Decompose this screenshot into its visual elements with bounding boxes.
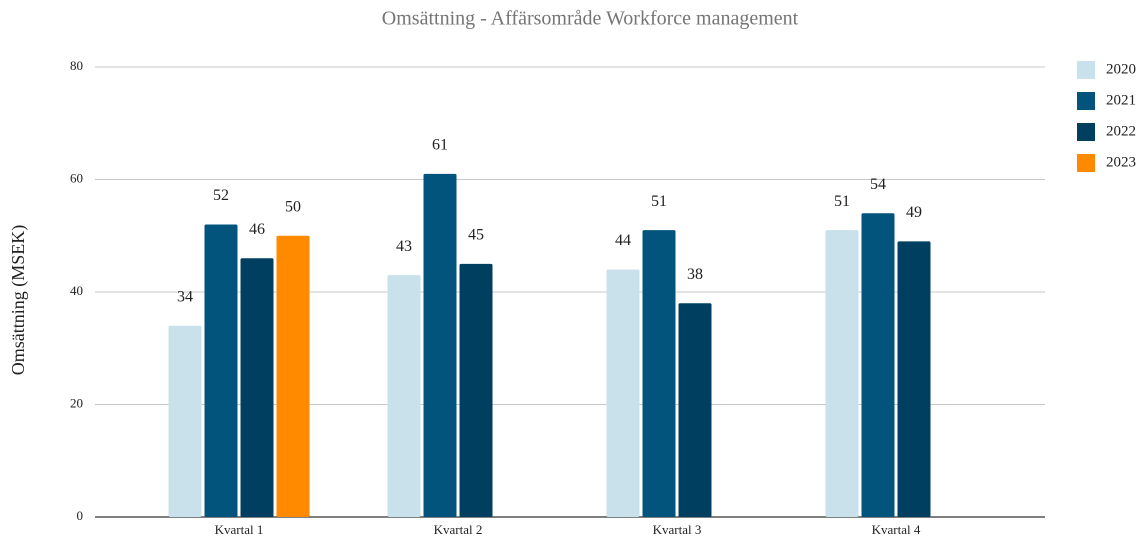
- y-tick-label: 20: [70, 395, 83, 410]
- legend-swatch: [1077, 154, 1095, 172]
- value-label: 45: [468, 227, 484, 244]
- bar: [459, 263, 493, 517]
- bar: [423, 173, 457, 517]
- legend-label: 2020: [1106, 61, 1136, 77]
- value-label: 49: [906, 204, 922, 221]
- bar: [387, 275, 421, 517]
- legend-swatch: [1077, 92, 1095, 110]
- bar: [678, 303, 712, 517]
- x-tick-label: Kvartal 2: [434, 522, 483, 537]
- value-label: 51: [651, 193, 667, 210]
- value-label: 43: [396, 238, 412, 255]
- legend-swatch: [1077, 123, 1095, 141]
- value-label: 52: [213, 187, 229, 204]
- value-label: 50: [285, 198, 301, 215]
- bar: [240, 258, 274, 517]
- x-tick-label: Kvartal 1: [215, 522, 264, 537]
- y-tick-label: 40: [70, 283, 83, 298]
- chart-title: Omsättning - Affärsområde Workforce mana…: [382, 8, 799, 30]
- value-label: 34: [177, 288, 193, 305]
- y-tick-label: 80: [70, 58, 83, 73]
- bar: [204, 224, 238, 517]
- value-label: 38: [687, 266, 703, 283]
- y-tick-label: 60: [70, 170, 83, 185]
- x-tick-label: Kvartal 3: [653, 522, 702, 537]
- value-label: 54: [870, 176, 886, 193]
- x-tick-label: Kvartal 4: [872, 522, 921, 537]
- legend-swatch: [1077, 61, 1095, 79]
- legend-label: 2021: [1106, 92, 1136, 108]
- bar: [861, 213, 895, 517]
- bar: [825, 230, 859, 517]
- value-label: 46: [249, 221, 265, 238]
- y-tick-label: 0: [77, 508, 84, 523]
- bar: [606, 269, 640, 517]
- bar: [168, 325, 202, 517]
- bar: [276, 235, 310, 517]
- value-label: 51: [834, 193, 850, 210]
- bar: [897, 241, 931, 517]
- y-axis-title: Omsättning (MSEK): [8, 225, 29, 376]
- bar: [642, 230, 676, 517]
- value-label: 61: [432, 137, 448, 154]
- legend-label: 2023: [1106, 154, 1136, 170]
- value-label: 44: [615, 232, 631, 249]
- legend-label: 2022: [1106, 123, 1136, 139]
